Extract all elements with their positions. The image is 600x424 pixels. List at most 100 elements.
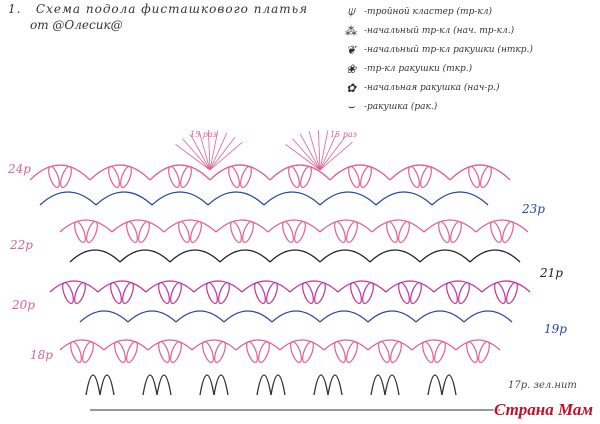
legend-item: ❦ -начальный тр-кл ракушки (нткр.) — [338, 40, 533, 59]
chain-arc — [215, 219, 269, 233]
fan-stitch — [209, 136, 236, 171]
cluster-stitch — [350, 281, 362, 305]
cluster-stitch — [346, 340, 358, 364]
row-label-18: 18р — [30, 348, 53, 362]
chain-arc — [59, 339, 105, 351]
cluster-stitch — [70, 340, 82, 364]
chain-arc — [385, 280, 435, 293]
heart-arc — [199, 374, 215, 396]
cluster-stitch — [126, 220, 138, 244]
fan-stitch — [181, 138, 211, 171]
cluster-stitch — [258, 340, 270, 364]
chain-arc — [319, 310, 369, 323]
chain-arc — [271, 310, 321, 323]
chain-arc — [481, 280, 531, 293]
repeat-note: 15 раз — [190, 130, 217, 139]
cluster-stitch — [490, 220, 502, 244]
chain-arc — [59, 219, 113, 233]
row-label-23: 23р — [522, 202, 545, 216]
cluster-stitch — [86, 220, 98, 244]
title-text: Схема подола фисташкового платья — [35, 2, 309, 16]
shell-cluster-icon: ❀ — [345, 61, 357, 76]
chain-arc — [319, 219, 373, 233]
cluster-stitch — [180, 165, 192, 189]
cluster-stitch — [178, 220, 190, 244]
chain-arc — [151, 191, 209, 206]
chain-arc — [423, 219, 477, 233]
cluster-stitch — [242, 220, 254, 244]
cluster-stitch — [302, 340, 314, 364]
cluster-stitch — [168, 165, 180, 189]
cluster-stitch — [82, 340, 94, 364]
legend-item: ❀ -тр-кл ракушки (ткр.) — [338, 59, 533, 78]
fan-stitch — [308, 131, 321, 171]
legend-label: -ракушка (рак.) — [364, 101, 438, 112]
legend-label: -тройной кластер (тр-кл) — [364, 6, 493, 17]
watermark-logo: Страна Мам — [494, 400, 594, 419]
legend-label: -начальная ракушка (нач-р.) — [364, 82, 500, 93]
row-label-17: 17р. зел.нит — [508, 380, 577, 391]
chain-arc — [191, 339, 237, 351]
cluster-stitch — [408, 165, 420, 189]
chain-arc — [209, 164, 271, 181]
cluster-stitch — [422, 340, 434, 364]
cluster-stitch — [240, 165, 252, 189]
cluster-stitch — [450, 220, 462, 244]
author: от @Олесик@ — [30, 18, 123, 32]
fan-stitch — [209, 141, 243, 171]
cluster-stitch — [254, 281, 266, 305]
diagram-number: 1. — [8, 2, 22, 16]
chain-arc — [337, 280, 387, 293]
chain-arc — [169, 249, 221, 263]
cluster-stitch — [386, 220, 398, 244]
row-label-22: 22р — [10, 238, 33, 252]
cluster-stitch — [360, 165, 372, 189]
cluster-stitch — [74, 281, 86, 305]
heart-arc — [370, 374, 386, 396]
fan-stitch — [291, 138, 321, 171]
cluster-stitch — [378, 340, 390, 364]
cluster-stitch — [334, 220, 346, 244]
cluster-stitch — [122, 281, 134, 305]
cluster-stitch — [158, 281, 170, 305]
cluster-stitch — [290, 340, 302, 364]
cluster-stitch — [170, 340, 182, 364]
cluster-stitch — [480, 165, 492, 189]
chain-arc — [389, 164, 451, 181]
cluster-stitch — [420, 165, 432, 189]
chain-arc — [267, 219, 321, 233]
fan-stitch — [209, 130, 219, 171]
cluster-stitch — [170, 281, 182, 305]
shell-icon: ⌣ — [347, 99, 355, 113]
chain-arc — [103, 339, 149, 351]
chain-arc — [367, 339, 413, 351]
chain-arc — [175, 310, 225, 323]
cluster-stitch — [126, 340, 138, 364]
chain-arc — [119, 249, 171, 263]
cluster-stitch — [228, 165, 240, 189]
chain-arc — [469, 249, 521, 263]
cluster-stitch — [398, 220, 410, 244]
cluster-stitch — [494, 281, 506, 305]
initial-shell-icon: ✿ — [345, 80, 357, 95]
legend: ⍦ -тройной кластер (тр-кл) ⁂ -начальный тр… — [338, 2, 533, 116]
chain-arc — [411, 339, 457, 351]
fan-stitch — [198, 131, 211, 171]
cluster-stitch — [302, 281, 314, 305]
triple-cluster-icon: ⍦ — [347, 4, 355, 18]
cluster-stitch — [362, 281, 374, 305]
chain-arc — [39, 191, 97, 206]
chain-arc — [455, 339, 501, 351]
cluster-stitch — [158, 340, 170, 364]
heart-arc — [99, 374, 115, 396]
fan-stitch — [299, 133, 321, 171]
row-label-24: 24р — [8, 162, 31, 176]
heart-arc — [384, 374, 400, 396]
diagram-title: 1. Схема подола фисташкового платья — [8, 2, 308, 16]
fan-stitch — [175, 143, 211, 171]
cluster-stitch — [314, 281, 326, 305]
fan-stitch — [319, 141, 353, 171]
chain-arc — [163, 219, 217, 233]
fan-stitch — [209, 132, 228, 171]
chain-arc — [375, 191, 433, 206]
